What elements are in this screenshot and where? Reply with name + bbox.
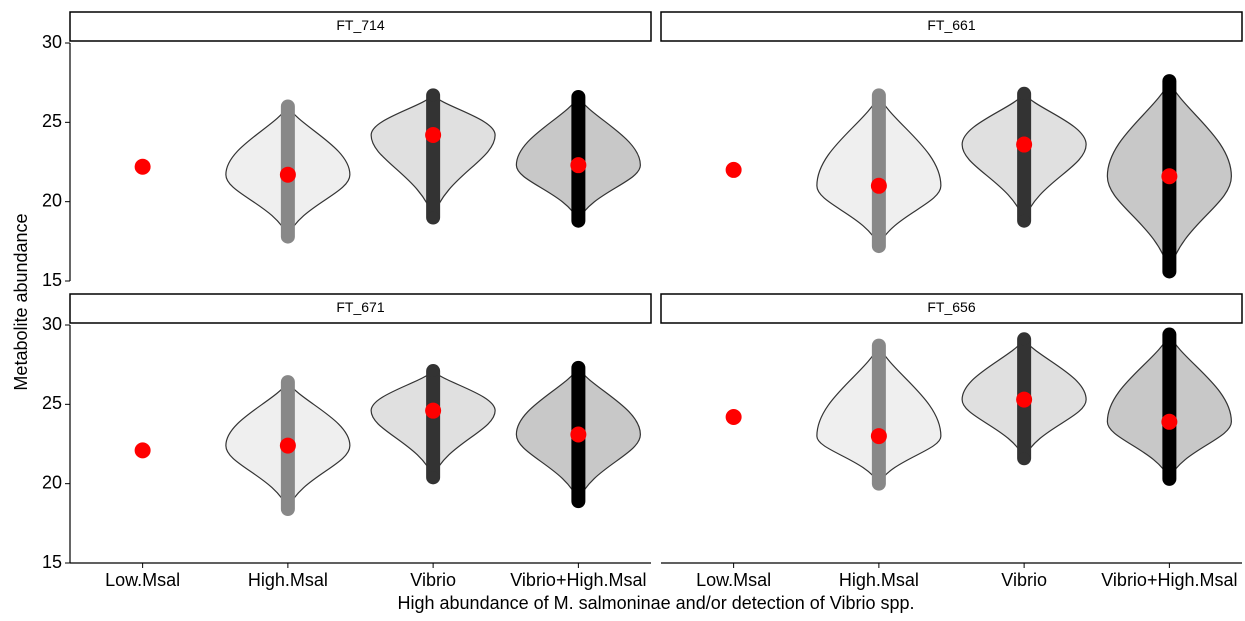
- mean-point: [570, 157, 587, 174]
- max-point: [427, 365, 440, 378]
- min-point: [1163, 472, 1176, 485]
- min-point: [281, 230, 294, 243]
- mean-point: [1161, 413, 1178, 430]
- x-tick-label: Vibrio+High.Msal: [510, 570, 646, 590]
- y-tick-label: 20: [42, 190, 62, 210]
- x-tick-label: Vibrio+High.Msal: [1101, 570, 1237, 590]
- mean-point: [134, 158, 151, 175]
- mean-point: [1161, 168, 1178, 185]
- mean-point: [1016, 391, 1033, 408]
- mean-point: [279, 437, 296, 454]
- min-point: [572, 495, 585, 508]
- min-point: [1163, 265, 1176, 278]
- strip: [69, 293, 652, 324]
- mean-point: [725, 161, 742, 178]
- min-point: [872, 477, 885, 490]
- mean-point: [425, 127, 442, 144]
- max-point: [872, 339, 885, 352]
- strip-label: FT_661: [927, 17, 975, 33]
- min-point: [427, 471, 440, 484]
- strip-label: FT_714: [336, 17, 384, 33]
- y-tick-label: 20: [42, 472, 62, 492]
- max-point: [1163, 75, 1176, 88]
- mean-point: [134, 442, 151, 459]
- x-tick-label: Low.Msal: [696, 570, 771, 590]
- strip: [660, 11, 1243, 42]
- y-tick-label: 25: [42, 393, 62, 413]
- min-point: [1018, 214, 1031, 227]
- strip: [660, 293, 1243, 324]
- mean-point: [725, 409, 742, 426]
- min-point: [281, 503, 294, 516]
- mean-point: [870, 428, 887, 445]
- strip-label: FT_656: [927, 299, 975, 315]
- min-point: [1018, 452, 1031, 465]
- x-tick-label: Vibrio: [410, 570, 456, 590]
- max-point: [281, 376, 294, 389]
- max-point: [872, 89, 885, 102]
- x-tick-label: Low.Msal: [105, 570, 180, 590]
- mean-point: [570, 426, 587, 443]
- y-tick-label: 15: [42, 270, 62, 290]
- max-point: [572, 90, 585, 103]
- max-point: [1018, 87, 1031, 100]
- y-tick-label: 25: [42, 111, 62, 131]
- mean-point: [425, 402, 442, 419]
- min-point: [872, 240, 885, 253]
- y-tick-label: 30: [42, 314, 62, 334]
- strip: [69, 11, 652, 42]
- x-tick-label: High.Msal: [248, 570, 328, 590]
- y-axis-title: Metabolite abundance: [11, 213, 31, 390]
- mean-point: [279, 166, 296, 183]
- x-axis-title: High abundance of M. salmoninae and/or d…: [398, 593, 915, 613]
- max-point: [1163, 328, 1176, 341]
- x-tick-label: High.Msal: [839, 570, 919, 590]
- mean-point: [1016, 136, 1033, 153]
- max-point: [572, 361, 585, 374]
- strip-label: FT_671: [336, 299, 384, 315]
- max-point: [1018, 333, 1031, 346]
- x-tick-label: Vibrio: [1001, 570, 1047, 590]
- max-point: [281, 100, 294, 113]
- y-tick-label: 30: [42, 32, 62, 52]
- min-point: [572, 214, 585, 227]
- y-tick-label: 15: [42, 552, 62, 572]
- max-point: [427, 89, 440, 102]
- mean-point: [870, 177, 887, 194]
- min-point: [427, 211, 440, 224]
